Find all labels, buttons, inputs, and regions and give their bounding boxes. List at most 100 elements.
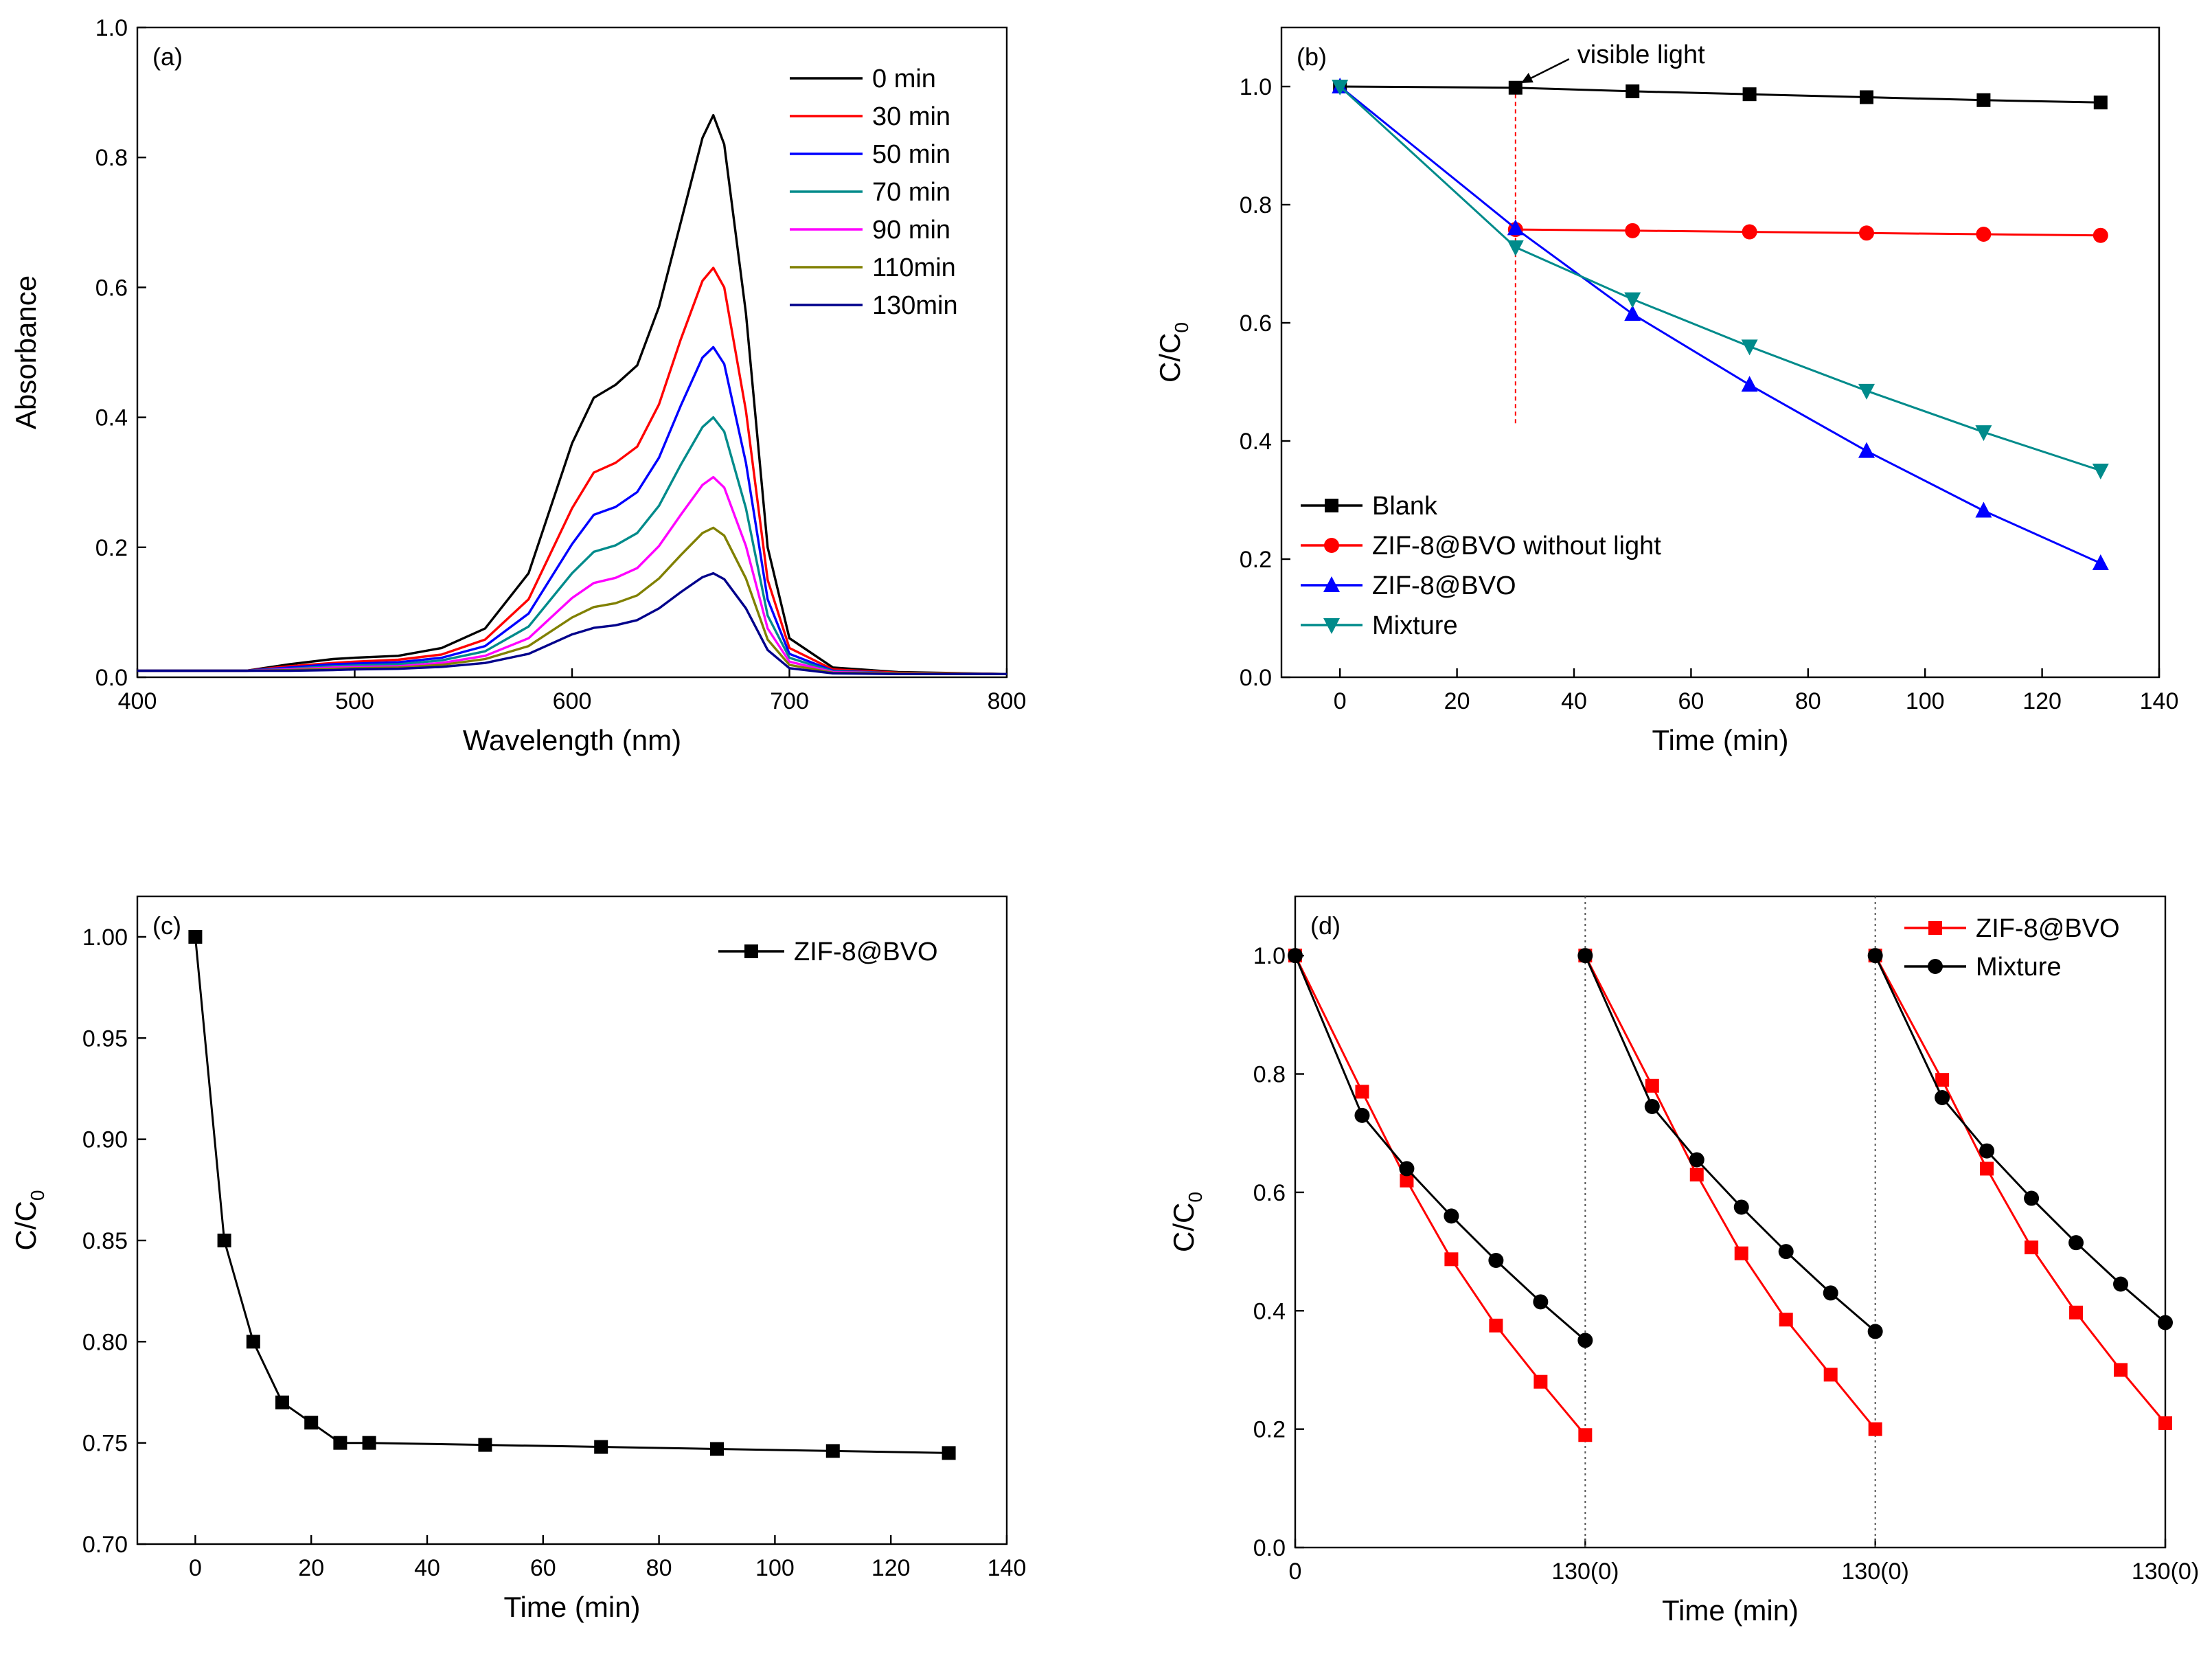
series-130min — [137, 571, 1007, 675]
data-point — [2068, 1235, 2084, 1251]
data-point — [1741, 339, 1758, 356]
panel-label: (a) — [152, 43, 183, 71]
data-point — [2024, 1190, 2040, 1206]
x-tick-label: 40 — [1561, 688, 1587, 714]
legend-entry-label: 30 min — [872, 102, 950, 131]
data-point — [1644, 1098, 1660, 1114]
x-tick-label: 140 — [988, 1555, 1027, 1581]
data-point — [1858, 383, 1875, 400]
data-point — [188, 929, 203, 944]
data-point — [2092, 464, 2109, 479]
y-tick-label: 0.80 — [82, 1329, 128, 1355]
data-point — [1823, 1368, 1838, 1382]
y-tick-label: 0.85 — [82, 1228, 128, 1254]
legend-entry-label: 50 min — [872, 140, 950, 169]
x-tick-label: 120 — [2022, 688, 2062, 714]
data-point — [1858, 442, 1875, 458]
y-tick-label: 0.6 — [1253, 1180, 1286, 1206]
data-point — [333, 1436, 347, 1450]
series-line — [137, 571, 1007, 675]
chart-panel-d: 0 130(0) 130(0) 130(0) 0.0 0.2 0.4 0.6 0.8 1.0 (d)… — [1167, 895, 2199, 1627]
series-mixture — [1332, 80, 2109, 479]
series-30-min — [137, 267, 1007, 675]
y-tick-label: 0.6 — [95, 275, 128, 301]
y-tick-label: 0.0 — [1253, 1535, 1286, 1561]
legend-swatch-marker — [1324, 538, 1339, 553]
x-tick-label: 60 — [1678, 688, 1704, 714]
y-axis-title-main: C/C — [1154, 333, 1186, 383]
data-point — [1734, 1246, 1748, 1260]
data-point — [1508, 80, 1523, 95]
data-point — [1859, 225, 1874, 241]
legend-swatch-marker — [1323, 618, 1340, 634]
data-point — [304, 1416, 319, 1430]
series-0-min — [137, 113, 1007, 675]
data-point — [1979, 1143, 1995, 1159]
legend: ZIF-8@BVO Mixture — [1904, 914, 2120, 982]
x-tick-label: 100 — [1906, 688, 1945, 714]
x-axis-title: Wavelength (nm) — [463, 724, 681, 756]
data-point — [1975, 501, 1992, 518]
data-point — [1626, 84, 1640, 98]
y-axis-title-subscript: 0 — [1171, 322, 1192, 333]
panel-label: (b) — [1297, 43, 1327, 71]
y-axis-title-subscript: 0 — [27, 1190, 48, 1201]
x-tick-label: 500 — [335, 688, 374, 714]
series-90-min — [137, 475, 1007, 675]
data-point — [1577, 1333, 1593, 1348]
y-tick-label: 0.0 — [95, 665, 128, 691]
x-tick-label: 100 — [755, 1555, 795, 1581]
series-line — [137, 113, 1007, 675]
legend-entry-label: Mixture — [1372, 611, 1458, 640]
y-tick-label: 0.8 — [95, 145, 128, 171]
data-point — [2114, 1363, 2128, 1377]
series-70-min — [137, 416, 1007, 675]
panel-label: (d) — [1310, 911, 1341, 940]
data-point — [2069, 1305, 2084, 1319]
legend: ZIF-8@BVO — [718, 938, 938, 966]
series-line — [137, 416, 1007, 675]
legend-entry-label: ZIF-8@BVO — [1372, 571, 1516, 600]
legend: Blank ZIF-8@BVO without light ZIF-8@BVO Mix… — [1301, 492, 1661, 640]
data-point — [1741, 376, 1758, 392]
data-point — [2025, 1240, 2039, 1255]
data-point — [710, 1442, 724, 1456]
data-point — [594, 1440, 608, 1454]
y-tick-label: 0.95 — [82, 1026, 128, 1052]
x-tick-label: 800 — [988, 688, 1027, 714]
y-tick-label: 0.4 — [95, 405, 128, 431]
data-point — [1488, 1253, 1504, 1269]
x-tick-label: 60 — [530, 1555, 556, 1581]
y-tick-label: 1.0 — [95, 15, 128, 41]
data-point — [1578, 1428, 1593, 1442]
x-axis-title: Time (min) — [1652, 724, 1788, 756]
data-point — [275, 1395, 289, 1409]
data-point — [1332, 80, 1349, 95]
chart-panel-a: 400 500 600 700 800 0.0 0.2 0.4 0.6 0.8 1.0 (a) Wave… — [10, 15, 1026, 756]
legend-entry-label: 70 min — [872, 178, 950, 207]
x-tick-label: 80 — [1795, 688, 1821, 714]
y-axis-title: Absorbance — [10, 275, 42, 429]
y-tick-label: 0.8 — [1253, 1062, 1286, 1088]
data-point — [1823, 1285, 1838, 1301]
data-point — [1935, 1090, 1950, 1106]
x-tick-label: 0 — [189, 1555, 202, 1581]
x-tick-label: 130(0) — [1551, 1559, 1619, 1585]
data-point — [2093, 95, 2108, 110]
series-line — [137, 526, 1007, 675]
y-axis-title: C/C0 — [1167, 1192, 1206, 1252]
legend-entry-label: Blank — [1372, 492, 1438, 521]
y-tick-label: 0.6 — [1240, 310, 1272, 337]
data-point — [1976, 93, 1991, 107]
legend-entry-label: 0 min — [872, 65, 936, 93]
legend-swatch-marker — [1928, 921, 1942, 935]
legend-entry-label: 90 min — [872, 216, 950, 245]
series-line — [194, 936, 949, 1454]
y-tick-label: 1.00 — [82, 925, 128, 951]
data-point — [362, 1436, 376, 1450]
data-point — [1867, 948, 1883, 964]
x-tick-label: 140 — [2140, 688, 2179, 714]
data-point — [2113, 1276, 2129, 1292]
data-point — [1577, 948, 1593, 964]
x-tick-label: 80 — [646, 1555, 672, 1581]
